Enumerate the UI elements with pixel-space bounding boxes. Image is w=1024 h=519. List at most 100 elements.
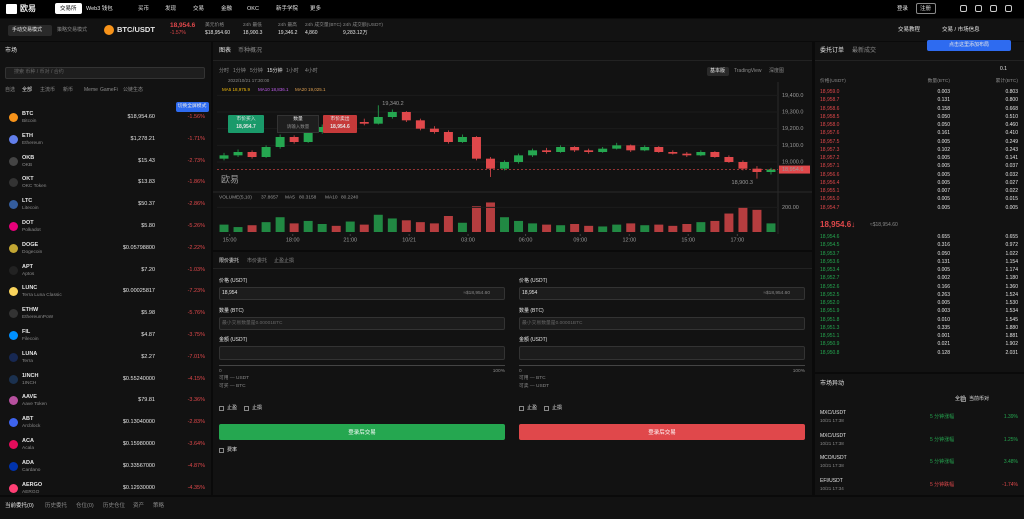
nav-menu[interactable]: 发现 [165, 6, 177, 12]
login[interactable]: 登录 [897, 6, 909, 12]
chart-tab[interactable]: 图表 [219, 48, 232, 54]
bids-price[interactable]: 18,951.9 [820, 308, 840, 315]
nav-menu[interactable]: 金融 [221, 6, 233, 12]
market-tab[interactable]: 公链生态 [123, 87, 144, 93]
fee[interactable]: 费率 [227, 447, 238, 453]
bids-price[interactable]: 18,951.3 [820, 324, 840, 331]
bids-price[interactable]: 18,953.6 [820, 258, 840, 265]
asks-price[interactable]: 18,955.0 [820, 196, 840, 203]
asks-price[interactable]: 18,958.7 [820, 97, 840, 104]
asks-price[interactable]: 18,958.5 [820, 113, 840, 120]
asks-price[interactable]: 18,957.2 [820, 155, 840, 161]
bids-price[interactable]: 18,950.9 [820, 341, 840, 348]
market-tab[interactable]: Meme [84, 87, 98, 93]
market-tab[interactable]: 全部 [22, 87, 33, 93]
asks-price[interactable]: 18,957.5 [820, 138, 840, 145]
bids-price[interactable]: 18,953.4 [820, 267, 840, 273]
chart-tab[interactable]: 币种概况 [238, 48, 263, 54]
bids-price[interactable]: 18,951.1 [820, 333, 840, 339]
bottom-tab[interactable]: 资产 [133, 503, 145, 509]
bids-price[interactable]: 18,950.8 [820, 349, 840, 356]
interval[interactable]: 分时 [219, 68, 230, 74]
market-tab[interactable]: 主流币 [40, 87, 56, 93]
nav-tab[interactable]: 交易所 [60, 6, 77, 12]
asks-price[interactable]: 18,956.6 [820, 171, 840, 178]
market-tab[interactable]: 自选 [5, 87, 16, 93]
mover-pair[interactable]: MXC/USDT [820, 432, 847, 439]
view-tab[interactable]: TradingView [734, 68, 762, 74]
bids-price[interactable]: 18,954.5 [820, 242, 840, 249]
search-box[interactable] [5, 67, 205, 79]
bottom-tab[interactable]: 历史仓位 [103, 503, 126, 509]
interval[interactable]: 15分钟 [267, 68, 283, 74]
precision[interactable]: 0.1 [1000, 66, 1007, 72]
asks-price[interactable]: 18,957.1 [820, 163, 840, 170]
slider-track[interactable] [219, 365, 505, 366]
view-tab[interactable]: 深度图 [769, 68, 785, 74]
quick-sell[interactable] [323, 115, 357, 133]
mover-pair[interactable]: MXC/USDT [820, 410, 847, 416]
interval[interactable]: 5分钟 [250, 68, 263, 74]
nav-menu[interactable]: 新手学院 [276, 6, 299, 12]
link[interactable]: 交易 / 市场信息 [942, 27, 980, 33]
asks-price[interactable]: 18,956.4 [820, 179, 840, 186]
bids-price[interactable]: 18,951.8 [820, 316, 840, 323]
book-tab[interactable]: 委托订单 [820, 48, 845, 54]
quick-qty[interactable] [277, 115, 319, 133]
mover-pair[interactable]: EFI/USDT [820, 477, 843, 484]
amount-input[interactable] [219, 346, 505, 360]
submit-button[interactable] [519, 424, 805, 440]
checkbox[interactable] [519, 406, 524, 411]
checkbox[interactable] [244, 406, 249, 411]
asks-price[interactable]: 18,958.0 [820, 122, 840, 128]
amount-input[interactable] [519, 346, 805, 360]
mode-tab[interactable]: 策略交易模式 [57, 27, 88, 33]
interval[interactable]: 1分钟 [233, 68, 246, 74]
price-input[interactable] [519, 287, 805, 300]
asks-price[interactable]: 18,957.3 [820, 146, 840, 153]
filter[interactable]: 全部 [955, 396, 966, 402]
order-tab[interactable]: 止盈止损 [274, 258, 295, 264]
bottom-tab[interactable]: 当前委托(0) [5, 503, 34, 509]
nav-menu[interactable]: 买币 [138, 6, 150, 12]
nav-menu[interactable]: 交易 [193, 6, 205, 12]
market-tab[interactable]: 新币 [63, 87, 74, 93]
slider-track[interactable] [519, 365, 805, 366]
link[interactable]: 交易教程 [898, 27, 921, 33]
qty-input[interactable] [219, 317, 505, 330]
nav-tab[interactable]: Web3 钱包 [86, 6, 113, 12]
mover-pair[interactable]: MCO/USDT [820, 455, 847, 461]
market-tab[interactable]: GameFi [100, 87, 118, 93]
interval[interactable]: 4小时 [305, 68, 318, 74]
submit-label[interactable]: 登录后交易 [648, 430, 676, 436]
quick-buy[interactable] [228, 115, 264, 133]
submit-button[interactable] [219, 424, 505, 440]
bids-price[interactable]: 18,952.0 [820, 300, 840, 306]
bids-price[interactable]: 18,952.5 [820, 291, 840, 298]
bids-price[interactable]: 18,952.6 [820, 283, 840, 290]
order-tab[interactable]: 限价委托 [219, 258, 240, 264]
filter[interactable]: 当前币对 [969, 396, 990, 402]
asks-price[interactable]: 18,955.1 [820, 188, 840, 194]
order-tab[interactable]: 市价委托 [247, 258, 268, 264]
interval[interactable]: 1小时 [286, 68, 299, 74]
bottom-tab[interactable]: 历史委托 [45, 503, 68, 509]
asks-price[interactable]: 18,954.7 [820, 204, 840, 211]
view-tab[interactable]: 基本版 [710, 68, 726, 74]
submit-label[interactable]: 登录后交易 [348, 430, 376, 436]
nav-menu[interactable]: 更多 [310, 6, 322, 12]
bids-price[interactable]: 18,954.6 [820, 234, 840, 240]
mode-tab[interactable]: 手动交易模式 [12, 27, 43, 33]
bottom-tab[interactable]: 仓位(0) [76, 503, 94, 509]
asks-price[interactable]: 18,958.6 [820, 105, 840, 112]
book-tab[interactable]: 最新成交 [852, 48, 877, 54]
asks-price[interactable]: 18,957.6 [820, 130, 840, 137]
checkbox[interactable] [544, 406, 549, 411]
bids-price[interactable]: 18,953.7 [820, 250, 840, 257]
asks-price[interactable]: 18,959.0 [820, 89, 840, 95]
price-input[interactable] [219, 287, 505, 300]
qty-input[interactable] [519, 317, 805, 330]
register[interactable]: 注册 [920, 6, 932, 12]
bids-price[interactable]: 18,952.7 [820, 275, 840, 282]
bottom-tab[interactable]: 策略 [153, 503, 165, 509]
